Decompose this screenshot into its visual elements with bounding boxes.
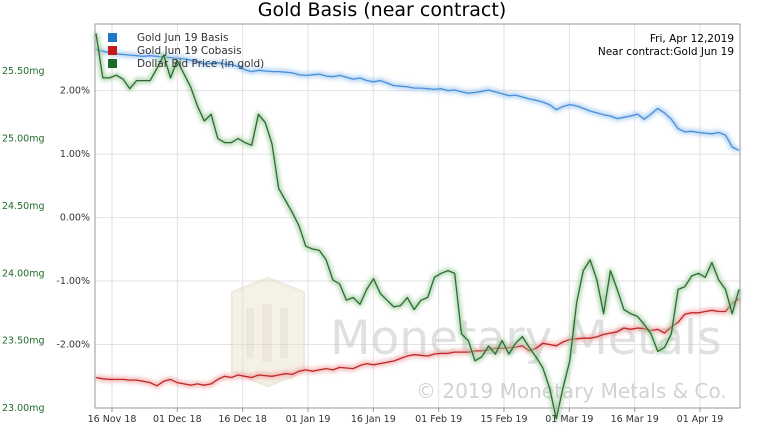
legend-label: Dollar Bid Price (in gold) <box>137 58 264 70</box>
chart-title: Gold Basis (near contract) <box>258 0 506 21</box>
mid-axis-tick: -1.00% <box>56 276 90 287</box>
mid-axis-tick: 0.00% <box>60 213 90 224</box>
chart-date: Fri, Apr 12,2019 <box>650 33 734 45</box>
x-axis-ticks: 16 Nov 18 01 Dec 18 16 Dec 18 01 Jan 19 16 J… <box>88 408 724 425</box>
mid-axis-tick: -2.00% <box>56 340 90 351</box>
left-axis-tick: 23.50mg <box>2 336 44 347</box>
cobasis-line <box>95 298 740 387</box>
x-axis-tick: 15 Feb 19 <box>480 414 527 425</box>
left-axis-tick: 24.50mg <box>2 201 44 212</box>
x-axis-tick: 01 Dec 18 <box>153 414 202 425</box>
x-axis-tick: 16 Nov 18 <box>88 414 137 425</box>
left-axis-tick: 24.00mg <box>2 268 44 279</box>
left-axis-ticks: 25.50mg 25.00mg 24.50mg 24.00mg 23.50mg 23.00… <box>2 66 44 414</box>
x-axis-tick: 01 Apr 19 <box>677 414 724 425</box>
x-axis-tick: 01 Jan 19 <box>286 414 331 425</box>
x-axis-tick: 16 Mar 19 <box>611 414 659 425</box>
series-layer <box>93 33 742 422</box>
legend-label: Gold Jun 19 Cobasis <box>137 45 242 57</box>
x-axis-tick: 01 Mar 19 <box>545 414 593 425</box>
mid-axis-tick: 2.00% <box>60 86 90 97</box>
x-axis-tick: 16 Dec 18 <box>218 414 267 425</box>
watermark-logo-icon <box>231 276 305 388</box>
x-axis-tick: 01 Feb 19 <box>415 414 462 425</box>
dollar-bid-line <box>95 33 740 420</box>
left-axis-tick: 23.00mg <box>2 403 44 414</box>
plot-border <box>94 23 741 409</box>
legend-swatch <box>108 33 117 42</box>
mid-axis-ticks: 2.00% 1.00% 0.00% -1.00% -2.00% <box>56 86 90 351</box>
basis-line <box>95 48 740 151</box>
mid-axis-tick: 1.00% <box>60 149 90 160</box>
contract-label: Near contract:Gold Jun 19 <box>598 46 734 58</box>
x-axis-tick: 16 Jan 19 <box>351 414 396 425</box>
legend-swatch <box>108 46 117 55</box>
left-axis-tick: 25.00mg <box>2 134 44 145</box>
left-axis-tick: 25.50mg <box>2 66 44 77</box>
legend-label: Gold Jun 19 Basis <box>137 32 228 44</box>
legend-swatch <box>108 59 117 68</box>
watermark-copyright: © 2019 Monetary Metals & Co. <box>416 379 727 403</box>
